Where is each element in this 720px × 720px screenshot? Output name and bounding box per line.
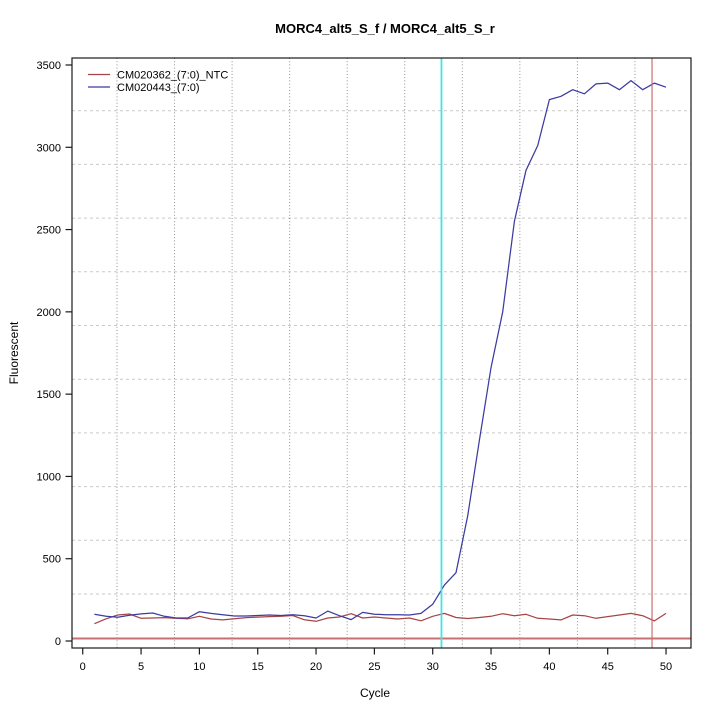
- x-tick-label: 45: [602, 661, 614, 673]
- x-tick-label: 40: [543, 661, 555, 673]
- x-tick-label: 30: [427, 661, 439, 673]
- y-tick-label: 2000: [37, 307, 61, 319]
- x-tick-label: 10: [193, 661, 205, 673]
- y-tick-label: 2500: [37, 225, 61, 237]
- y-tick-label: 3500: [37, 60, 61, 72]
- y-tick-label: 500: [43, 554, 61, 566]
- plot-box: [71, 57, 692, 649]
- x-tick-label: 35: [485, 661, 497, 673]
- x-tick-label: 25: [368, 661, 380, 673]
- y-tick-label: 3000: [37, 142, 61, 154]
- x-axis-label: Cycle: [360, 686, 390, 700]
- ntc-series-line: [94, 612, 667, 625]
- x-tick-label: 15: [252, 661, 264, 673]
- y-tick-label: 1000: [37, 471, 61, 483]
- axes-ticks: 0 5 10 15 20 25 30 35 40 45 5005001000150020002500…: [37, 60, 673, 673]
- x-tick-label: 50: [660, 661, 672, 673]
- legend-ntc-label: CM020362_(7:0)_NTC: [117, 70, 228, 82]
- y-tick-label: 0: [55, 636, 61, 648]
- y-axis-label: Fluorescent: [7, 321, 21, 384]
- x-tick-label: 0: [80, 661, 86, 673]
- y-tick-label: 1500: [37, 389, 61, 401]
- x-tick-label: 20: [310, 661, 322, 673]
- threshold-lines: [72, 58, 691, 648]
- sample-series-line: [94, 79, 667, 621]
- legend-sample-label: CM020443_(7:0): [117, 82, 200, 94]
- legend: CM020362_(7:0)_NTC CM020443_(7:0): [88, 70, 228, 94]
- x-tick-label: 5: [138, 661, 144, 673]
- chart-title: MORC4_alt5_S_f / MORC4_alt5_S_r: [275, 21, 495, 36]
- series-lines: [94, 79, 667, 625]
- grid: [72, 58, 691, 648]
